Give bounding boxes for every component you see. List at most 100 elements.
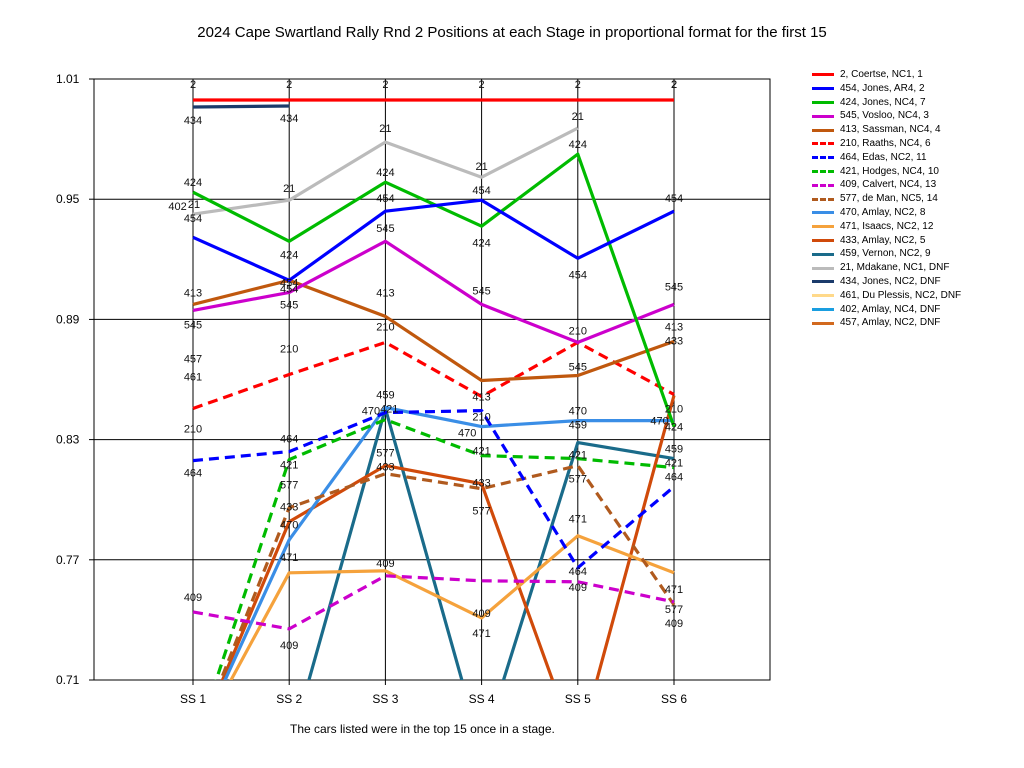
data-label-413: 413 (376, 287, 394, 299)
data-label-454: 454 (280, 277, 298, 289)
axis-layer: 1.01 0.95 0.89 0.83 0.77 0.71 SS 1 SS 2 SS 3 SS 4… (56, 72, 687, 706)
legend-label: 545, Vosloo, NC4, 3 (840, 110, 929, 122)
y-tick-label: 0.95 (56, 192, 80, 206)
series-line-545 (192, 239, 675, 344)
data-label-454: 454 (569, 269, 587, 281)
data-label-409: 409 (280, 640, 298, 652)
data-label-434: 434 (280, 113, 298, 125)
data-label-21: 21 (572, 111, 584, 123)
data-label-413: 413 (472, 392, 490, 404)
series-line-454 (192, 198, 675, 282)
x-tick-label: SS 3 (372, 692, 398, 706)
series-line-433 (220, 395, 676, 680)
data-label-424: 424 (184, 177, 202, 189)
data-label-464: 464 (569, 566, 587, 578)
data-label-577: 577 (280, 480, 298, 492)
data-label-409: 409 (665, 618, 683, 630)
data-label-470: 470 (569, 406, 587, 418)
y-tick-label: 0.83 (56, 433, 80, 447)
data-label-433: 433 (376, 462, 394, 474)
data-label-210: 210 (280, 343, 298, 355)
legend-swatch (812, 225, 834, 229)
legend-item-545: 545, Vosloo, NC4, 3 (812, 109, 961, 123)
chart-footnote: The cars listed were in the top 15 once … (290, 722, 555, 736)
data-label-545: 545 (569, 361, 587, 373)
data-label-2: 2 (190, 79, 196, 91)
series-line-409 (192, 574, 675, 631)
legend-item-457: 457, Amlay, NC2, DNF (812, 316, 961, 330)
legend-item-2: 2, Coertse, NC1, 1 (812, 68, 961, 82)
legend-swatch (812, 128, 834, 132)
data-label-2: 2 (479, 79, 485, 91)
legend-label: 2, Coertse, NC1, 1 (840, 69, 923, 80)
chart-title: 2024 Cape Swartland Rally Rnd 2 Position… (197, 24, 827, 41)
legend-item-421: 421, Hodges, NC4, 10 (812, 165, 961, 179)
data-label-545: 545 (665, 281, 683, 293)
series-line-577 (219, 464, 676, 680)
data-label-471: 471 (472, 628, 490, 640)
data-label-210: 210 (184, 424, 202, 436)
legend-label: 470, Amlay, NC2, 8 (840, 206, 926, 218)
legend-swatch (812, 197, 834, 201)
legend-item-433: 433, Amlay, NC2, 5 (812, 234, 961, 248)
x-tick-label: SS 6 (661, 692, 687, 706)
legend-label: 402, Amlay, NC4, DNF (840, 303, 941, 315)
data-label-464: 464 (665, 472, 683, 484)
data-label-459: 459 (376, 390, 394, 402)
x-tick-label: SS 1 (180, 692, 206, 706)
legend-label: 424, Jones, NC4, 7 (840, 96, 926, 108)
legend-swatch (812, 252, 834, 256)
data-label-421: 421 (280, 460, 298, 472)
data-label-424: 424 (280, 249, 298, 261)
legend-label: 464, Edas, NC2, 11 (840, 151, 927, 163)
data-label-433: 433 (665, 335, 683, 347)
series-line-434 (192, 104, 290, 109)
x-tick-label: SS 2 (276, 692, 302, 706)
data-label-424: 424 (569, 139, 587, 151)
series-line-459 (307, 406, 675, 680)
legend-label: 409, Calvert, NC4, 13 (840, 179, 937, 191)
legend-swatch (812, 114, 834, 118)
legend-swatch (812, 183, 834, 187)
data-label-577: 577 (665, 604, 683, 616)
data-label-210: 210 (376, 321, 394, 333)
data-label-464: 464 (184, 468, 202, 480)
legend-item-577: 577, de Man, NC5, 14 (812, 192, 961, 206)
series-line-470 (223, 405, 674, 680)
x-tick-label: SS 4 (469, 692, 495, 706)
data-label-433: 433 (472, 478, 490, 490)
data-label-459: 459 (665, 444, 683, 456)
data-label-457: 457 (184, 353, 202, 365)
series-line-471 (229, 534, 675, 680)
legend-label: 413, Sassman, NC4, 4 (840, 124, 941, 136)
series-line-421 (214, 418, 675, 680)
data-label-470: 470 (650, 416, 668, 428)
legend-swatch (812, 156, 834, 160)
data-label-421: 421 (380, 404, 398, 416)
data-label-470: 470 (280, 520, 298, 532)
legend-label: 454, Jones, AR4, 2 (840, 82, 925, 94)
legend-item-409: 409, Calvert, NC4, 13 (812, 178, 961, 192)
data-label-545: 545 (280, 299, 298, 311)
data-label-577: 577 (376, 448, 394, 460)
data-label-577: 577 (569, 474, 587, 486)
legend-swatch (812, 238, 834, 242)
data-label-421: 421 (472, 446, 490, 458)
data-label-2: 2 (575, 79, 581, 91)
legend-swatch (812, 294, 834, 298)
data-label-421: 421 (569, 450, 587, 462)
legend-item-424: 424, Jones, NC4, 7 (812, 96, 961, 110)
data-label-545: 545 (472, 285, 490, 297)
legend-swatch (812, 100, 834, 104)
legend-label: 434, Jones, NC2, DNF (840, 275, 941, 287)
data-label-421: 421 (665, 458, 683, 470)
legend-item-471: 471, Isaacs, NC2, 12 (812, 220, 961, 234)
y-tick-label: 1.01 (56, 72, 80, 86)
y-tick-label: 0.77 (56, 553, 80, 567)
legend-item-461: 461, Du Plessis, NC2, DNF (812, 289, 961, 303)
data-label-21: 21 (283, 183, 295, 195)
legend-item-454: 454, Jones, AR4, 2 (812, 82, 961, 96)
legend-label: 457, Amlay, NC2, DNF (840, 317, 941, 329)
data-label-471: 471 (665, 584, 683, 596)
